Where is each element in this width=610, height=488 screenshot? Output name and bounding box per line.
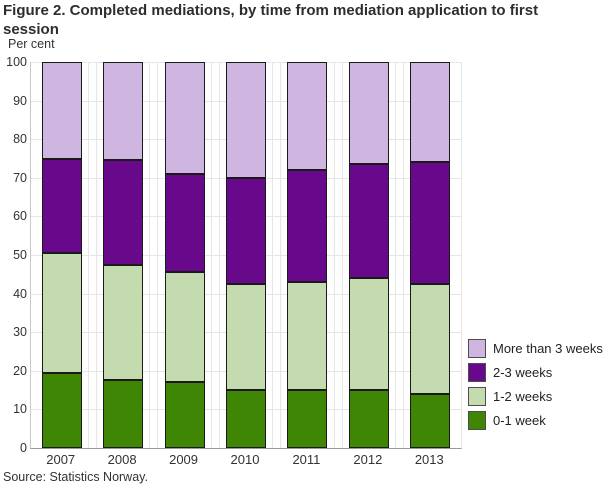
bar-segment-2008-more-than-3-weeks — [103, 62, 144, 161]
x-tick-label-2008: 2008 — [107, 452, 137, 467]
legend-item-2-3-weeks: 2-3 weeks — [468, 360, 603, 384]
bar-segment-2008-1-2-weeks — [103, 264, 144, 381]
legend: More than 3 weeks 2-3 weeks 1-2 weeks 0-1 w… — [468, 336, 603, 432]
y-tick-label: 20 — [13, 363, 27, 378]
gridline-v — [280, 62, 282, 448]
gridline-v — [272, 62, 274, 448]
gridline-v — [395, 62, 397, 448]
y-axis-unit-label: Per cent — [8, 37, 55, 51]
bar-segment-2012-0-1-week — [348, 390, 389, 448]
y-tick-label: 100 — [6, 55, 27, 69]
bar-segment-2012-more-than-3-weeks — [348, 62, 389, 165]
legend-swatch — [468, 338, 486, 358]
bar-segment-2010-0-1-week — [226, 390, 266, 448]
gridline-v — [210, 62, 212, 448]
y-tick-label: 40 — [13, 286, 27, 301]
bar-segment-2007-0-1-week — [41, 372, 82, 448]
y-tick-label: 90 — [13, 93, 27, 108]
bar-segment-2011-2-3-weeks — [287, 170, 328, 283]
y-tick-label: 10 — [13, 402, 27, 417]
bar-segment-2010-2-3-weeks — [226, 177, 266, 284]
x-tick-label-2012: 2012 — [353, 452, 383, 467]
y-tick-label: 30 — [13, 325, 27, 340]
bar-segment-2011-1-2-weeks — [287, 282, 328, 391]
x-tick-label-2009: 2009 — [169, 452, 199, 467]
bar-segment-2010-more-than-3-weeks — [226, 62, 266, 178]
bar-segment-2012-1-2-weeks — [348, 278, 389, 391]
legend-label: More than 3 weeks — [493, 340, 603, 356]
x-tick-label-2010: 2010 — [230, 452, 260, 467]
bar-segment-2010-1-2-weeks — [226, 283, 266, 391]
bar-segment-2013-0-1-week — [410, 393, 451, 448]
legend-swatch — [468, 386, 486, 406]
bar-segment-2011-more-than-3-weeks — [287, 62, 328, 171]
gridline-v — [157, 62, 159, 448]
legend-label: 0-1 week — [493, 412, 546, 428]
bar-segment-2009-1-2-weeks — [164, 272, 205, 383]
bar-segment-2007-more-than-3-weeks — [41, 62, 82, 159]
bar-segment-2007-2-3-weeks — [41, 158, 82, 254]
x-tick-label-2011: 2011 — [292, 452, 321, 467]
bar-segment-2009-more-than-3-weeks — [164, 62, 205, 174]
legend-item-1-2-weeks: 1-2 weeks — [468, 384, 603, 408]
legend-label: 2-3 weeks — [493, 364, 553, 380]
gridline-v — [333, 62, 335, 448]
x-tick-label-2013: 2013 — [414, 452, 444, 467]
bar-segment-2013-1-2-weeks — [410, 283, 451, 394]
legend-swatch — [468, 410, 486, 430]
gridline-v — [403, 62, 405, 448]
y-tick-label: 80 — [13, 132, 27, 147]
gridline-v — [218, 62, 220, 448]
bar-segment-2007-1-2-weeks — [41, 253, 82, 373]
gridline-v — [341, 62, 343, 448]
y-tick-label: 0 — [20, 441, 27, 455]
x-tick-label-2007: 2007 — [46, 452, 76, 467]
bar-segment-2012-2-3-weeks — [348, 164, 389, 279]
bar-segment-2008-0-1-week — [103, 380, 144, 448]
bar-segment-2009-0-1-week — [164, 382, 205, 448]
y-tick-label: 60 — [13, 209, 27, 224]
legend-item-0-1-week: 0-1 week — [468, 408, 603, 432]
gridline-v — [87, 62, 89, 448]
y-tick-label: 50 — [13, 248, 27, 262]
gridline-v — [95, 62, 97, 448]
bar-segment-2013-more-than-3-weeks — [410, 62, 451, 163]
y-tick-label: 70 — [13, 170, 27, 185]
bar-segment-2009-2-3-weeks — [164, 173, 205, 273]
gridline-v — [149, 62, 151, 448]
legend-item-more-than-3-weeks: More than 3 weeks — [468, 336, 603, 360]
plot-area — [30, 62, 462, 449]
bar-segment-2013-2-3-weeks — [410, 162, 451, 284]
source-note: Source: Statistics Norway. — [3, 470, 148, 484]
legend-swatch — [468, 362, 486, 382]
bar-segment-2011-0-1-week — [287, 390, 328, 448]
bar-segment-2008-2-3-weeks — [103, 160, 144, 265]
chart-title: Figure 2. Completed mediations, by time … — [3, 2, 539, 38]
legend-label: 1-2 weeks — [493, 388, 553, 404]
